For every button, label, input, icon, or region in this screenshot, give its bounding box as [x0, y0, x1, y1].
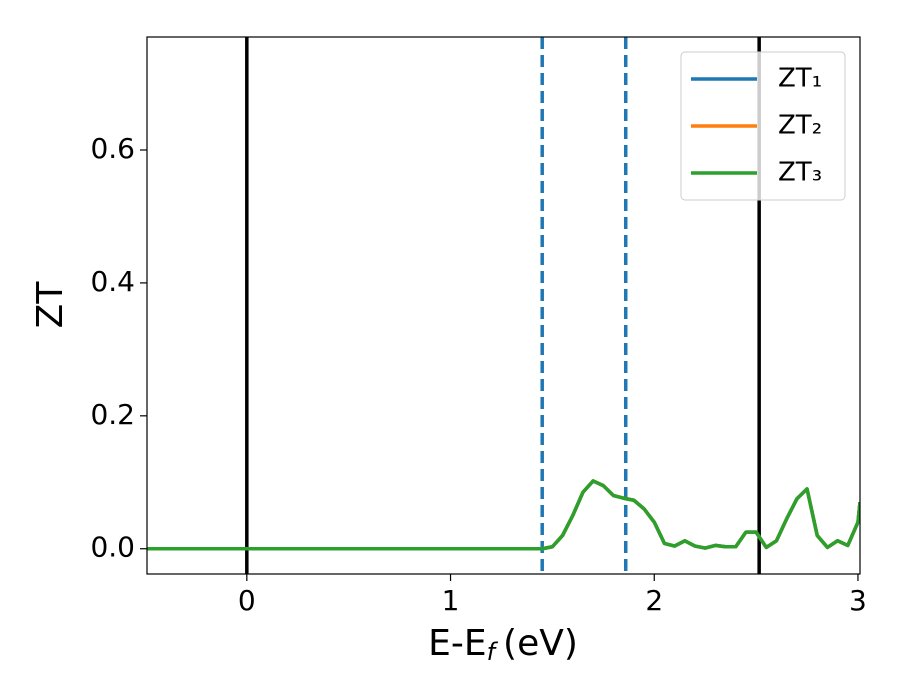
plot-frame	[146, 36, 861, 575]
x-label-unit: (eV)	[503, 623, 578, 664]
legend-label: ZT₂	[778, 111, 822, 141]
y-tick-label: 0.6	[90, 132, 135, 165]
legend-label: ZT₁	[778, 64, 822, 94]
x-tick-label: 1	[442, 584, 460, 617]
y-axis-label: ZT	[30, 281, 71, 329]
x-tick-label: 2	[645, 584, 663, 617]
legend-label: ZT₃	[778, 158, 822, 188]
y-tick-label: 0.4	[90, 265, 135, 298]
y-tick-label: 0.0	[90, 531, 135, 564]
x-axis-label: E-Ef (eV)	[428, 623, 578, 666]
legend-box	[680, 51, 846, 201]
x-tick-label: 3	[849, 584, 867, 617]
x-tick-label: 0	[238, 584, 256, 617]
line-series	[147, 479, 860, 551]
y-tick-label: 0.2	[90, 398, 135, 431]
x-label-main: E-E	[428, 623, 486, 664]
